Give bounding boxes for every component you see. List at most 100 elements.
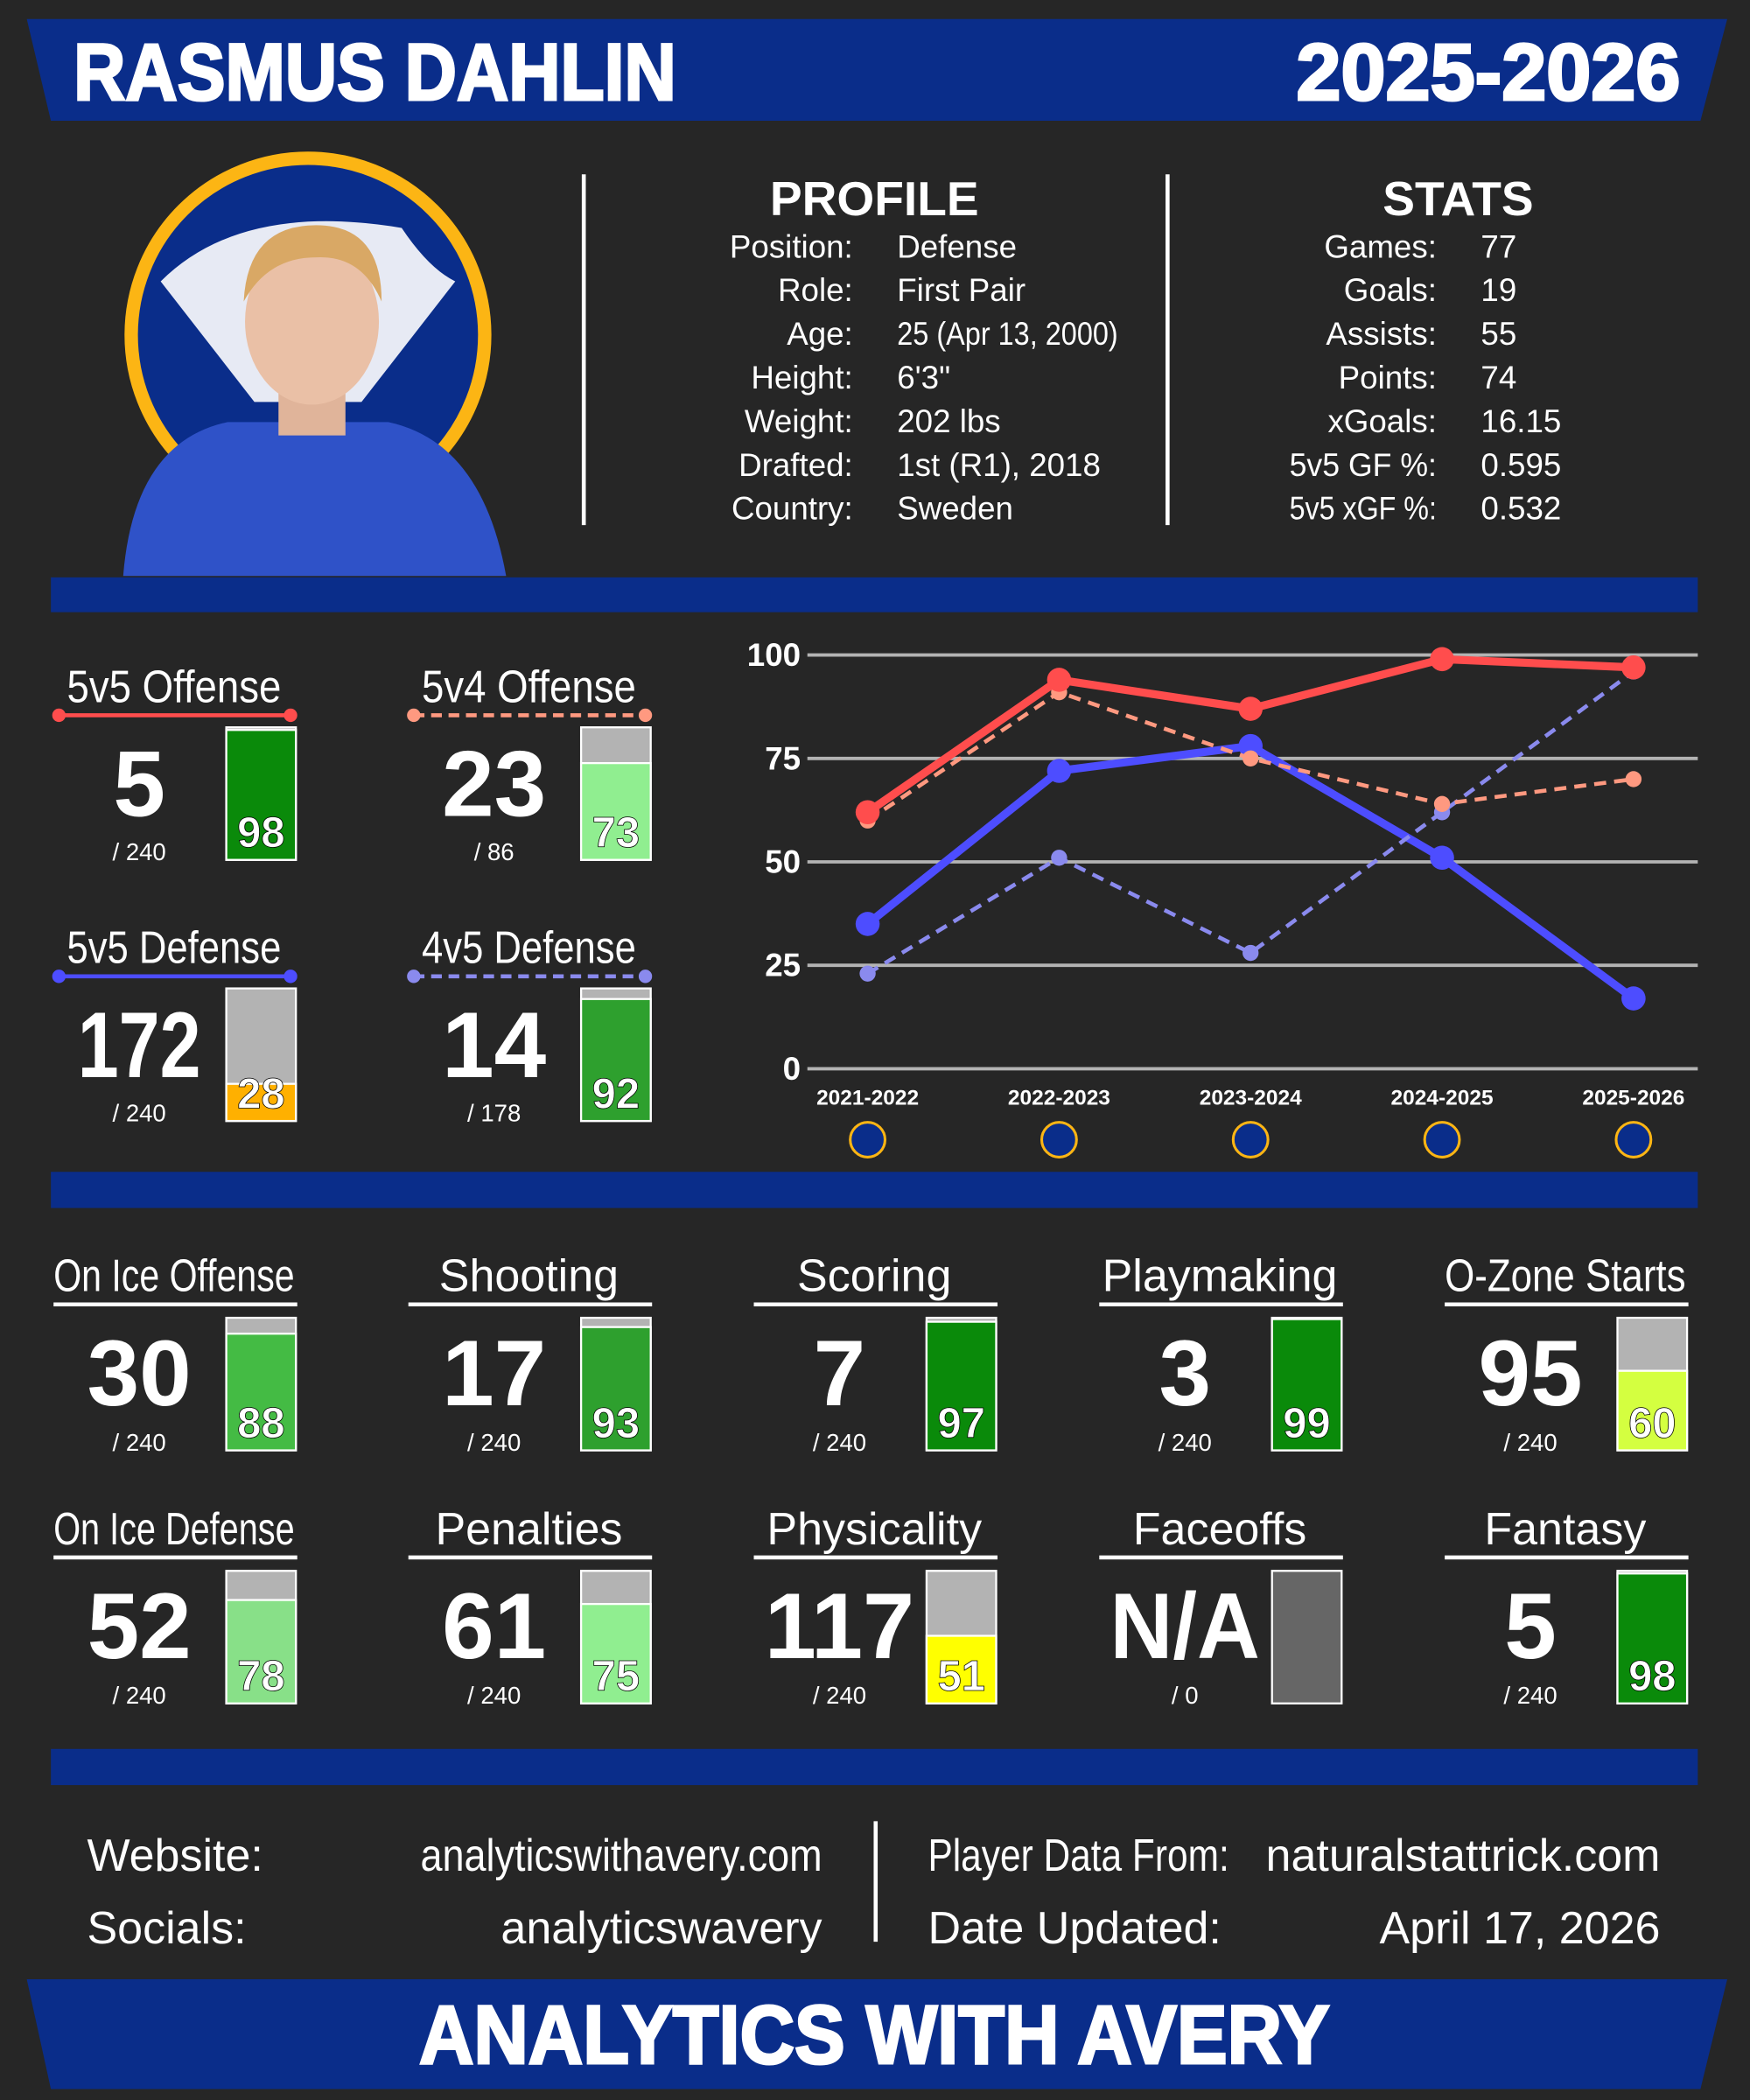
percentile-label: 75 (592, 1653, 640, 1700)
footer-banner (26, 1978, 1727, 2090)
footer-label: Socials: (87, 1903, 246, 1954)
rank: 172 (78, 992, 201, 1097)
percentile-label: 60 (1628, 1400, 1676, 1447)
rank: N/A (1110, 1573, 1260, 1678)
series-line (866, 669, 1635, 976)
footer-label: Player Data From: (928, 1830, 1228, 1881)
rank: 3 (1158, 1320, 1211, 1425)
rank: 117 (765, 1573, 914, 1678)
percentile-label: 98 (1628, 1653, 1676, 1700)
percentile-bar (579, 761, 652, 861)
bar-track (1270, 1570, 1343, 1704)
rank-total: / 86 (474, 838, 514, 865)
face (245, 238, 380, 405)
player-photo (122, 151, 507, 577)
info-label: Country: (732, 491, 853, 527)
x-tick-label: 2021-2022 (816, 1087, 919, 1110)
legend-dot (638, 708, 653, 723)
info-value: 1st (R1), 2018 (897, 447, 1101, 483)
legend-dot (407, 708, 421, 723)
series-marker (1433, 795, 1451, 812)
rank-total: / 240 (467, 1682, 521, 1709)
y-tick-label: 50 (765, 844, 801, 880)
info-value: First Pair (897, 272, 1026, 308)
y-tick-label: 0 (783, 1051, 801, 1087)
series-marker (1430, 845, 1454, 871)
x-tick-label: 2024-2025 (1391, 1087, 1494, 1110)
info-value: Sweden (897, 491, 1013, 527)
series-marker (1046, 759, 1072, 783)
series-marker (1621, 654, 1646, 680)
info-label: Role: (778, 272, 853, 308)
team-logo-icon (1614, 1121, 1653, 1158)
rank-total: / 240 (813, 1429, 866, 1456)
y-tick-label: 100 (747, 637, 801, 673)
category-title: Scoring (797, 1251, 951, 1302)
rank-total: / 178 (467, 1099, 521, 1126)
player-name: RASMUS DAHLIN (74, 28, 676, 117)
info-value: 19 (1480, 272, 1516, 308)
legend-dot (52, 970, 66, 984)
percentile-bar (925, 1320, 998, 1452)
rank: 7 (814, 1320, 866, 1425)
split-title: 5v5 Defense (67, 923, 282, 974)
legend-dot (284, 708, 298, 723)
percentile-label: 28 (237, 1070, 284, 1117)
category-title: Penalties (435, 1504, 622, 1555)
info-label: Points: (1339, 360, 1437, 396)
percentile-bar (1270, 1318, 1343, 1452)
info-label: Assists: (1326, 316, 1437, 352)
legend-dot (284, 970, 298, 984)
section-title: STATS (1382, 172, 1533, 226)
percentile-bar (1616, 1369, 1689, 1452)
category-title: On Ice Offense (53, 1251, 294, 1302)
x-tick-label: 2025-2026 (1582, 1087, 1684, 1110)
percentile-bar (925, 1634, 998, 1704)
category-title: O-Zone Starts (1445, 1251, 1685, 1302)
series-marker (1051, 850, 1068, 866)
separator (51, 1748, 1698, 1786)
percentile-label: 97 (937, 1400, 984, 1447)
footer-value: April 17, 2026 (1379, 1903, 1660, 1954)
rank: 5 (113, 731, 165, 836)
percentile-bar (225, 1082, 298, 1123)
info-label: Position: (730, 228, 853, 264)
rank-total: / 240 (1503, 1682, 1557, 1709)
footer-value: naturalstattrick.com (1266, 1830, 1661, 1881)
rank: 17 (442, 1320, 546, 1425)
info-value: 0.595 (1480, 447, 1561, 483)
info-label: Goals: (1344, 272, 1437, 308)
info-value: 16.15 (1480, 403, 1561, 439)
info-label: 5v5 xGF %: (1290, 491, 1437, 527)
footer-label: Website: (87, 1830, 262, 1881)
percentile-bar (225, 729, 298, 861)
rank-total: / 240 (1158, 1429, 1212, 1456)
team-logo-icon (1423, 1121, 1461, 1158)
split-title: 5v5 Offense (67, 662, 282, 712)
percentile-label: 88 (237, 1400, 284, 1447)
percentile-label: 98 (237, 809, 284, 857)
series-marker (1621, 986, 1646, 1011)
info-value: 25 (Apr 13, 2000) (897, 316, 1117, 352)
info-value: 0.532 (1480, 491, 1561, 527)
info-label: Weight: (745, 403, 853, 439)
percentile-label: 51 (937, 1653, 984, 1700)
x-tick-label: 2023-2024 (1200, 1087, 1302, 1110)
series-marker (1625, 771, 1642, 788)
rank-total: / 240 (1503, 1429, 1557, 1456)
info-label: Games: (1324, 228, 1437, 264)
series-marker (1238, 696, 1263, 721)
percentile-label: 73 (592, 809, 640, 857)
split-title: 4v5 Defense (422, 923, 636, 974)
info-value: 77 (1480, 228, 1516, 264)
footer-value: analyticswithavery.com (420, 1830, 822, 1881)
jersey (122, 422, 507, 577)
rank-total: / 0 (1172, 1682, 1199, 1709)
split-title: 5v4 Offense (422, 662, 636, 712)
rank: 23 (442, 731, 546, 836)
footer-label: Date Updated: (928, 1903, 1221, 1954)
percentile-label: 78 (237, 1653, 284, 1700)
info-value: Defense (897, 228, 1017, 264)
separator (51, 577, 1698, 612)
percentile-bar (579, 1326, 652, 1452)
